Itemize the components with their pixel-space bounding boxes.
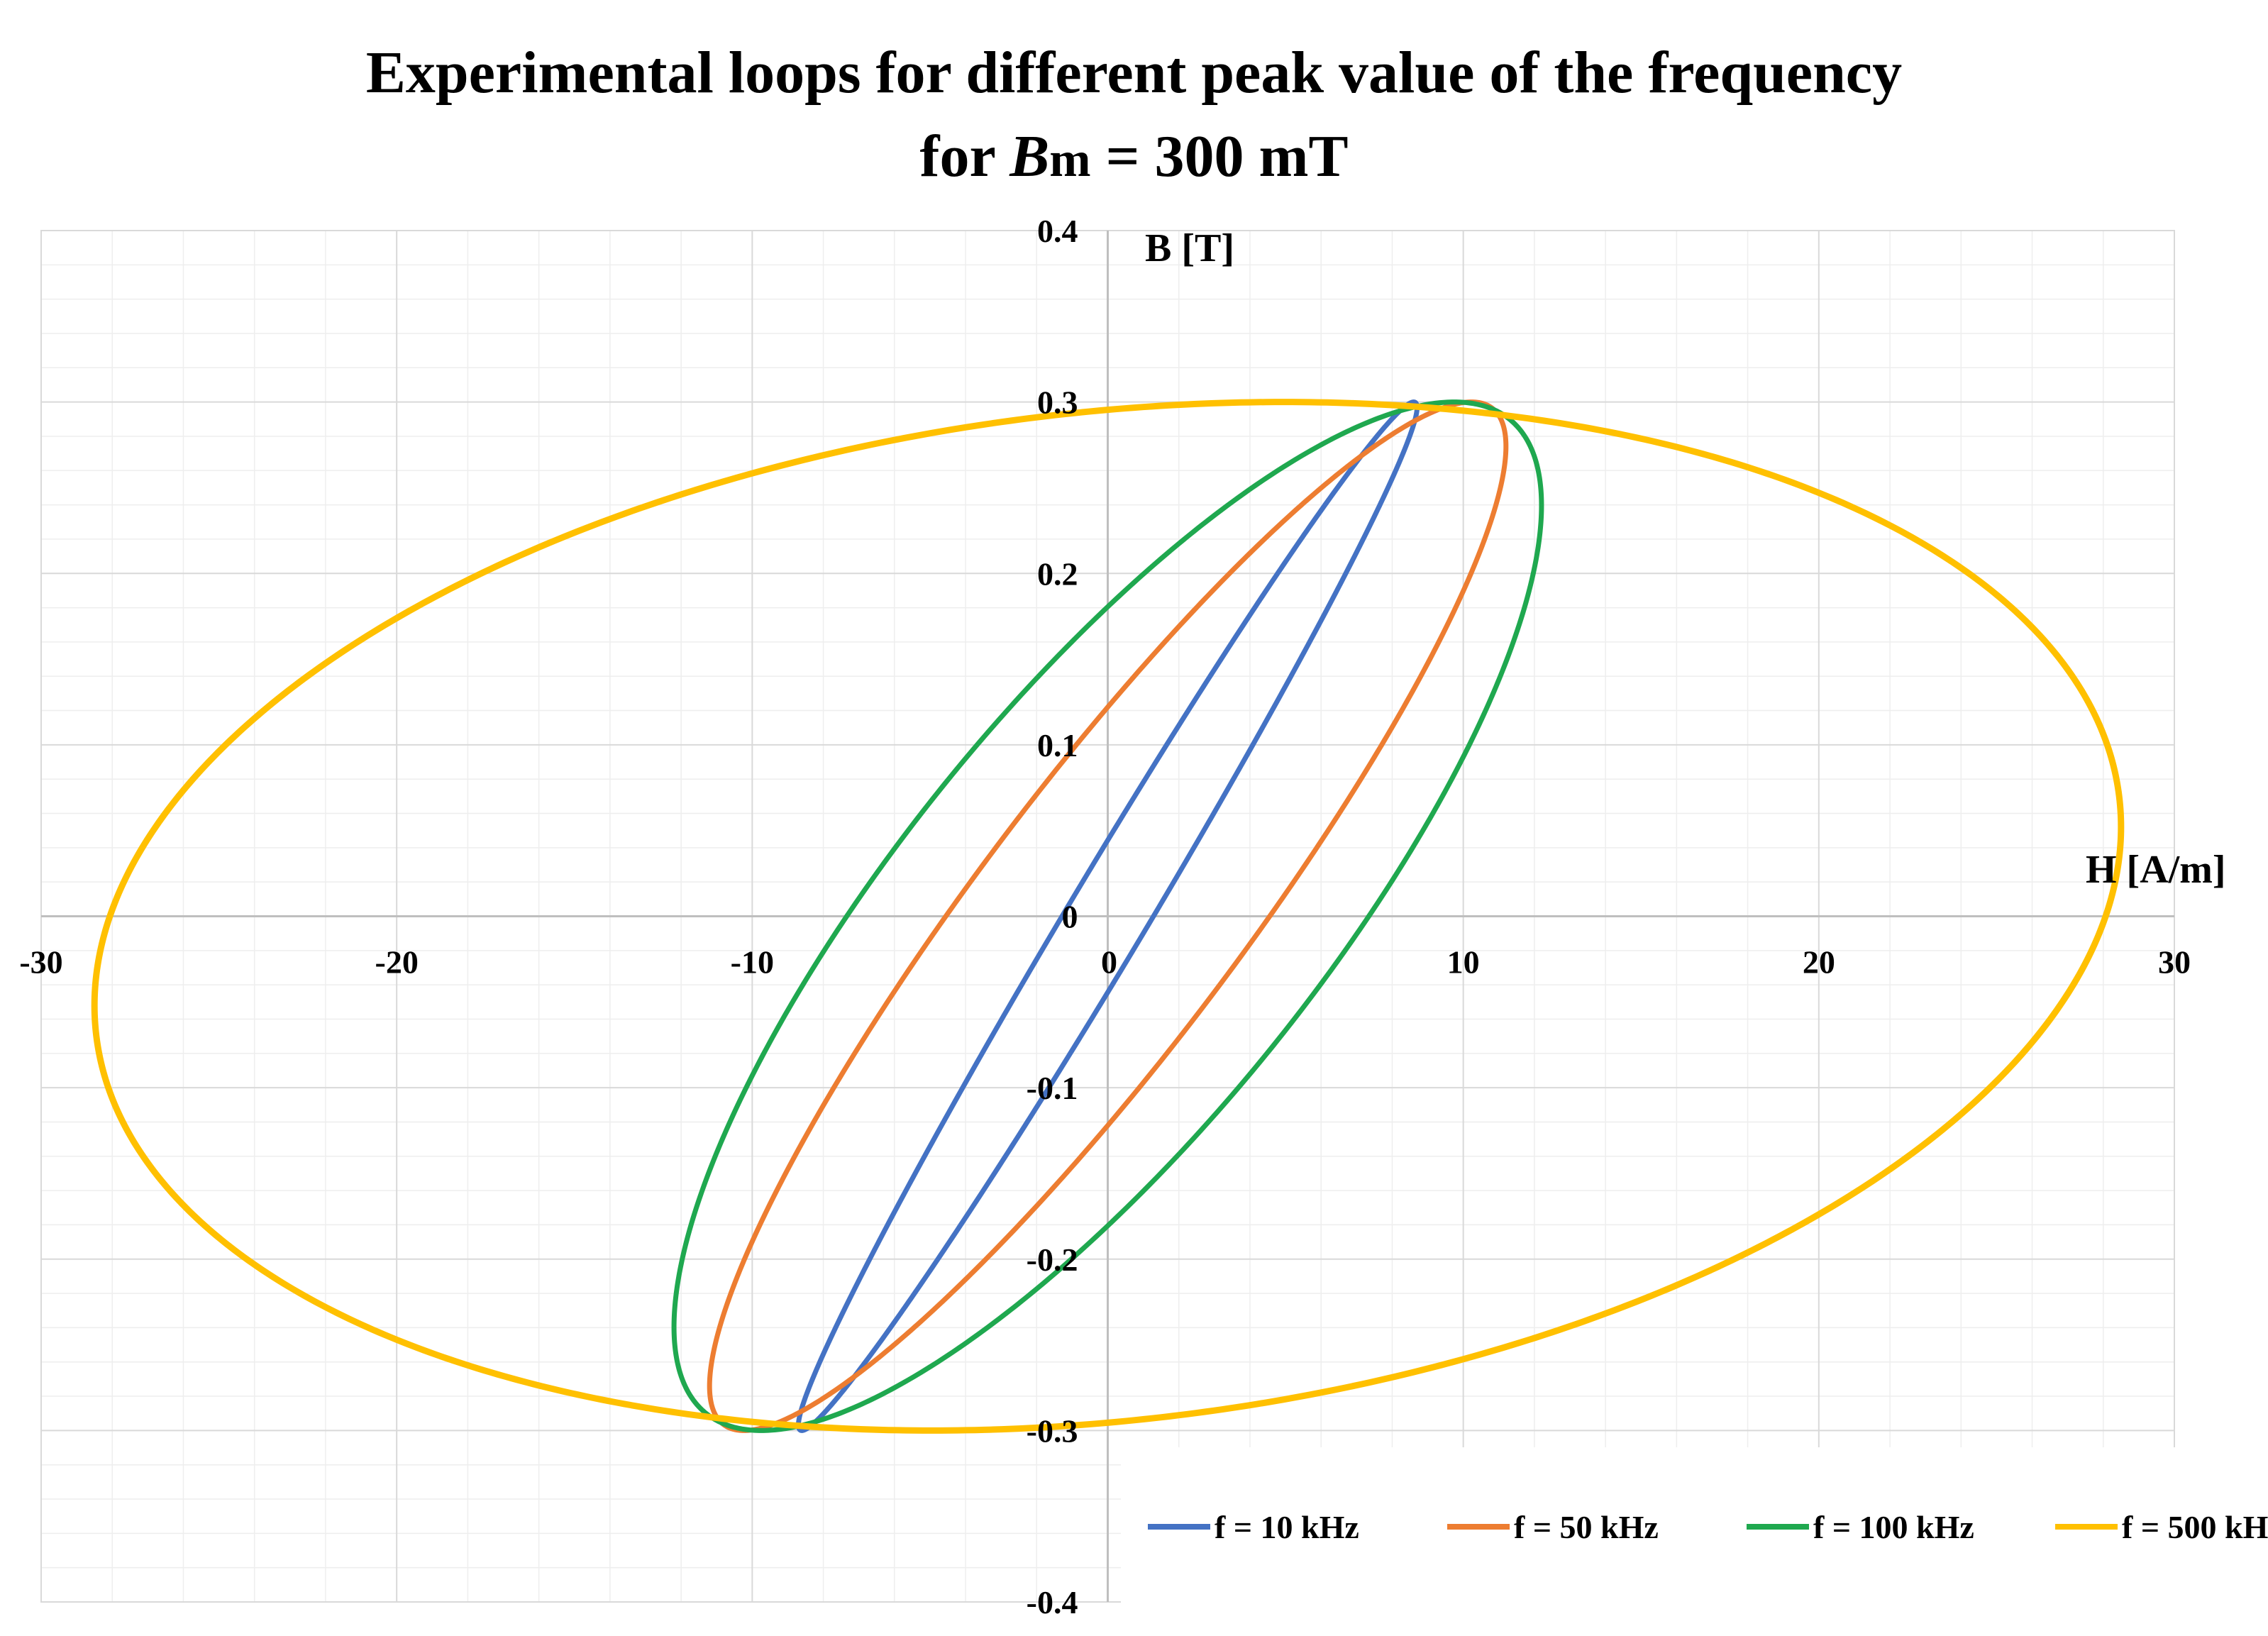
y-tick-label: 0.1 bbox=[1037, 727, 1078, 763]
x-tick-label: 20 bbox=[1803, 944, 1835, 980]
y-tick-label: 0.3 bbox=[1037, 385, 1078, 421]
y-tick-label: -0.1 bbox=[1027, 1070, 1078, 1106]
y-tick-label: -0.3 bbox=[1027, 1413, 1078, 1449]
chart-title-symbol: B bbox=[1009, 123, 1050, 189]
series-curves bbox=[91, 399, 2125, 1434]
x-tick-label: -10 bbox=[731, 944, 774, 980]
chart-title-line2-suffix: = 300 mT bbox=[1090, 123, 1349, 189]
axes bbox=[41, 231, 2174, 1602]
origin-label: 0 bbox=[1062, 899, 1078, 935]
series-loop-1 bbox=[795, 399, 1420, 1433]
chart-title: Experimental loops for different peak va… bbox=[0, 31, 2268, 202]
chart-title-subscript: m bbox=[1049, 133, 1091, 187]
x-tick-label: -30 bbox=[19, 944, 62, 980]
series-loop-4 bbox=[91, 399, 2125, 1434]
series-loop-2 bbox=[707, 399, 1509, 1433]
y-tick-label: -0.2 bbox=[1027, 1242, 1078, 1278]
x-tick-label: 0 bbox=[1101, 944, 1117, 980]
legend: f = 10 kHz f = 50 kHz f = 100 kHz f = 500 k… bbox=[1121, 1447, 2268, 1610]
x-tick-label: -20 bbox=[375, 944, 419, 980]
chart-title-line2: for Bm = 300 mT bbox=[0, 115, 2268, 202]
chart-title-line2-prefix: for bbox=[919, 123, 1010, 189]
chart-title-line1: Experimental loops for different peak va… bbox=[365, 40, 1903, 106]
x-tick-label: 30 bbox=[2158, 944, 2191, 980]
legend-label-2: f = 50 kHz bbox=[1514, 1509, 1659, 1545]
legend-label-1: f = 10 kHz bbox=[1215, 1509, 1359, 1545]
x-tick-label: 10 bbox=[1447, 944, 1480, 980]
y-tick-label: 0.2 bbox=[1037, 556, 1078, 592]
y-axis-title: B [T] bbox=[1145, 226, 1234, 270]
y-tick-label: 0.4 bbox=[1037, 213, 1078, 249]
legend-label-4: f = 500 kHz bbox=[2122, 1509, 2268, 1545]
axis-titles: B [T] H [A/m] bbox=[1145, 226, 2226, 892]
series-loop-3 bbox=[671, 399, 1544, 1433]
y-tick-label: -0.4 bbox=[1027, 1584, 1078, 1620]
tick-labels: -30 -20 -10 0 10 20 30 -0.4 -0.3 -0.2 -0.1 0.1 0.2 0.… bbox=[19, 213, 2191, 1620]
x-axis-title: H [A/m] bbox=[2086, 848, 2226, 892]
legend-label-3: f = 100 kHz bbox=[1813, 1509, 1974, 1545]
